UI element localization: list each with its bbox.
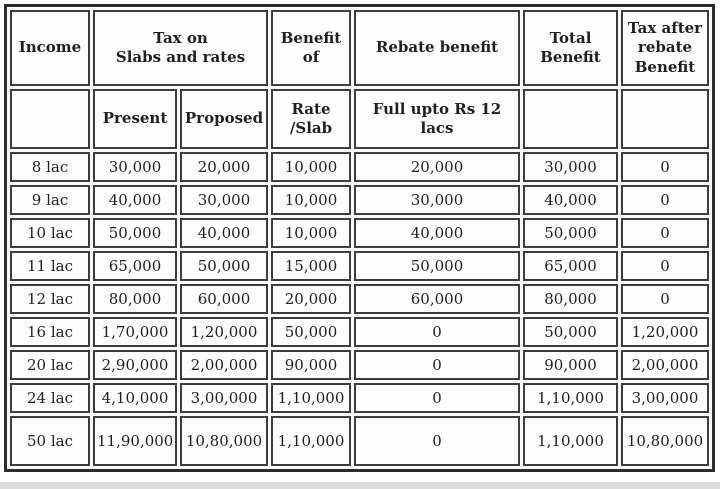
cell-income: 50 lac (10, 416, 90, 466)
cell-present: 65,000 (93, 251, 177, 281)
cell-rebate: 30,000 (354, 185, 520, 215)
table-row: 20 lac 2,90,000 2,00,000 90,000 0 90,000 2,00,… (10, 350, 709, 380)
cell-income: 12 lac (10, 284, 90, 314)
cell-total: 1,10,000 (523, 383, 618, 413)
header-tax-after-rebate: Tax after rebate Benefit (621, 10, 709, 86)
cell-proposed: 40,000 (180, 218, 268, 248)
header-rebate-benefit: Rebate benefit (354, 10, 520, 86)
header-present: Present (93, 89, 177, 149)
cell-tax_after: 0 (621, 251, 709, 281)
tax-table-container: Income Tax on Slabs and rates Benefit of… (4, 4, 715, 472)
cell-present: 80,000 (93, 284, 177, 314)
cell-tax_after: 1,20,000 (621, 317, 709, 347)
cell-total: 40,000 (523, 185, 618, 215)
cell-rate_slab: 10,000 (271, 218, 351, 248)
cell-income: 24 lac (10, 383, 90, 413)
cell-rate_slab: 50,000 (271, 317, 351, 347)
table-row: 50 lac 11,90,000 10,80,000 1,10,000 0 1,10,00… (10, 416, 709, 466)
cell-present: 30,000 (93, 152, 177, 182)
cell-rate_slab: 1,10,000 (271, 416, 351, 466)
cell-income: 10 lac (10, 218, 90, 248)
cell-income: 11 lac (10, 251, 90, 281)
cell-rebate: 20,000 (354, 152, 520, 182)
cell-proposed: 10,80,000 (180, 416, 268, 466)
cell-rate_slab: 10,000 (271, 152, 351, 182)
header-benefit-of: Benefit of (271, 10, 351, 86)
cell-present: 11,90,000 (93, 416, 177, 466)
cell-rate_slab: 20,000 (271, 284, 351, 314)
cell-proposed: 20,000 (180, 152, 268, 182)
cell-present: 1,70,000 (93, 317, 177, 347)
cell-total: 90,000 (523, 350, 618, 380)
table-row: 8 lac 30,000 20,000 10,000 20,000 30,000 0 (10, 152, 709, 182)
cell-tax_after: 0 (621, 284, 709, 314)
header-income: Income (10, 10, 90, 86)
cell-proposed: 30,000 (180, 185, 268, 215)
table-header: Income Tax on Slabs and rates Benefit of… (10, 10, 709, 149)
cell-total: 65,000 (523, 251, 618, 281)
cell-proposed: 1,20,000 (180, 317, 268, 347)
cell-proposed: 3,00,000 (180, 383, 268, 413)
cell-income: 9 lac (10, 185, 90, 215)
cell-present: 4,10,000 (93, 383, 177, 413)
cell-proposed: 60,000 (180, 284, 268, 314)
cell-rebate: 60,000 (354, 284, 520, 314)
cell-rebate: 0 (354, 317, 520, 347)
cell-proposed: 2,00,000 (180, 350, 268, 380)
cell-rebate: 0 (354, 416, 520, 466)
cell-rate_slab: 90,000 (271, 350, 351, 380)
table-row: 9 lac 40,000 30,000 10,000 30,000 40,000 0 (10, 185, 709, 215)
table-row: 24 lac 4,10,000 3,00,000 1,10,000 0 1,10,000 3… (10, 383, 709, 413)
header-tax-on-slabs: Tax on Slabs and rates (93, 10, 268, 86)
tax-benefit-table: Income Tax on Slabs and rates Benefit of… (4, 4, 715, 472)
cell-income: 16 lac (10, 317, 90, 347)
header-rate-slab: Rate /Slab (271, 89, 351, 149)
table-row: 10 lac 50,000 40,000 10,000 40,000 50,000 0 (10, 218, 709, 248)
cell-rate_slab: 15,000 (271, 251, 351, 281)
cell-tax_after: 2,00,000 (621, 350, 709, 380)
cell-present: 50,000 (93, 218, 177, 248)
header-tax-after-blank (621, 89, 709, 149)
header-row-2: Present Proposed Rate /Slab Full upto Rs… (10, 89, 709, 149)
header-total-benefit: Total Benefit (523, 10, 618, 86)
cell-tax_after: 3,00,000 (621, 383, 709, 413)
cell-rebate: 0 (354, 383, 520, 413)
table-row: 11 lac 65,000 50,000 15,000 50,000 65,000 0 (10, 251, 709, 281)
cell-tax_after: 0 (621, 152, 709, 182)
cell-rate_slab: 10,000 (271, 185, 351, 215)
cell-total: 50,000 (523, 317, 618, 347)
header-total-blank (523, 89, 618, 149)
header-row-1: Income Tax on Slabs and rates Benefit of… (10, 10, 709, 86)
cell-total: 1,10,000 (523, 416, 618, 466)
cell-tax_after: 0 (621, 185, 709, 215)
cell-rebate: 40,000 (354, 218, 520, 248)
cell-tax_after: 10,80,000 (621, 416, 709, 466)
cell-present: 40,000 (93, 185, 177, 215)
cell-present: 2,90,000 (93, 350, 177, 380)
cell-total: 50,000 (523, 218, 618, 248)
header-full-upto: Full upto Rs 12 lacs (354, 89, 520, 149)
table-row: 16 lac 1,70,000 1,20,000 50,000 0 50,000 1,20,… (10, 317, 709, 347)
header-proposed: Proposed (180, 89, 268, 149)
cell-total: 30,000 (523, 152, 618, 182)
page-bottom-edge (0, 482, 720, 489)
header-income-blank (10, 89, 90, 149)
cell-tax_after: 0 (621, 218, 709, 248)
cell-income: 20 lac (10, 350, 90, 380)
cell-proposed: 50,000 (180, 251, 268, 281)
table-row: 12 lac 80,000 60,000 20,000 60,000 80,000 0 (10, 284, 709, 314)
cell-rebate: 0 (354, 350, 520, 380)
cell-income: 8 lac (10, 152, 90, 182)
cell-total: 80,000 (523, 284, 618, 314)
cell-rebate: 50,000 (354, 251, 520, 281)
table-body: 8 lac 30,000 20,000 10,000 20,000 30,000 0 9 la… (10, 152, 709, 466)
cell-rate_slab: 1,10,000 (271, 383, 351, 413)
